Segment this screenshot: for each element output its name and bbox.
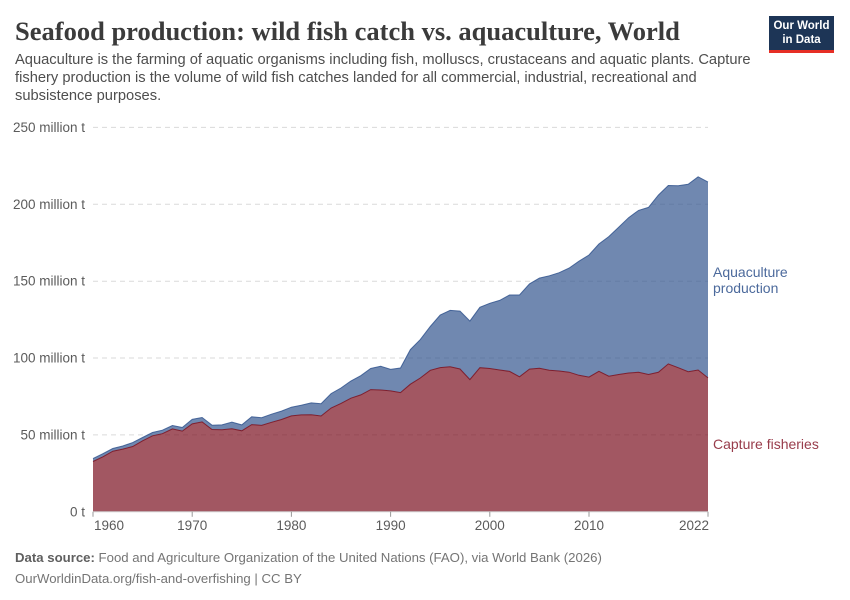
svg-text:150 million t: 150 million t <box>13 274 85 289</box>
svg-text:1980: 1980 <box>276 518 306 533</box>
svg-text:1970: 1970 <box>177 518 207 533</box>
svg-text:Aquaculture: Aquaculture <box>713 264 788 280</box>
svg-text:100 million t: 100 million t <box>13 351 85 366</box>
svg-text:1990: 1990 <box>376 518 406 533</box>
svg-text:1960: 1960 <box>94 518 124 533</box>
svg-text:200 million t: 200 million t <box>13 197 85 212</box>
svg-text:50 million t: 50 million t <box>20 427 85 442</box>
svg-text:2022: 2022 <box>679 518 709 533</box>
svg-text:250 million t: 250 million t <box>13 120 85 135</box>
svg-text:production: production <box>713 280 778 296</box>
svg-text:Capture fisheries: Capture fisheries <box>713 436 819 452</box>
svg-text:2010: 2010 <box>574 518 604 533</box>
svg-text:0 t: 0 t <box>70 504 85 519</box>
svg-text:2000: 2000 <box>475 518 505 533</box>
